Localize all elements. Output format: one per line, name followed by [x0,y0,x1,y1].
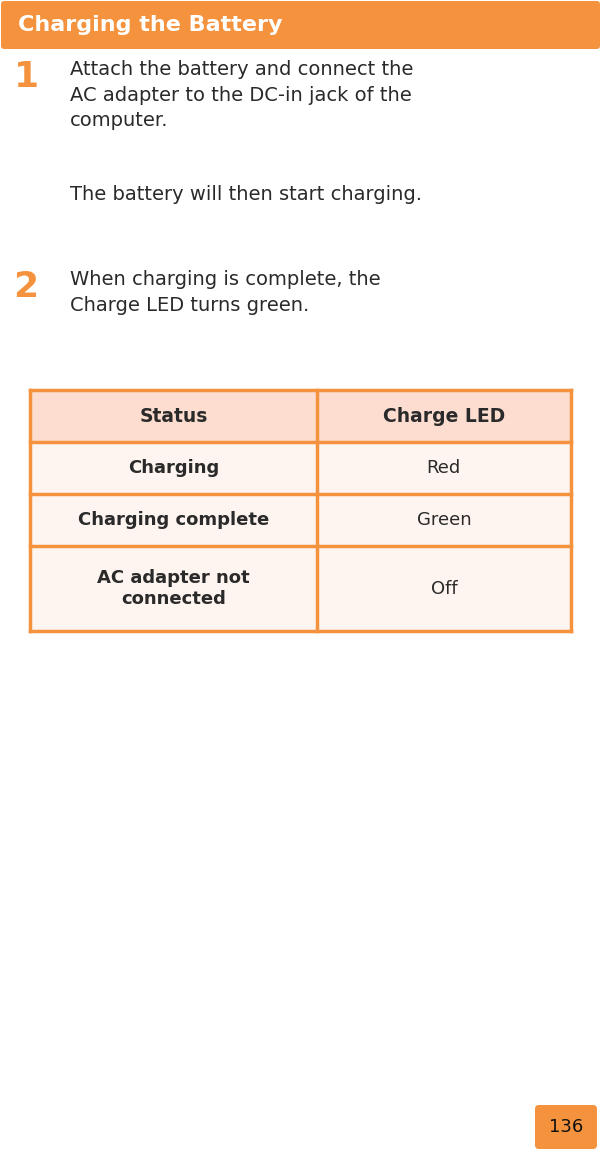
Text: Green: Green [416,511,471,529]
Text: 136: 136 [549,1118,583,1136]
Bar [30,442,317,493]
FancyBboxPatch shape [535,1105,597,1150]
Bar [30,493,317,547]
Bar [317,547,571,631]
Text: Attach the battery and connect the
AC adapter to the DC-in jack of the
computer.: Attach the battery and connect the AC ad… [70,60,413,130]
Text: 1: 1 [13,60,38,95]
Text: Off: Off [430,580,457,597]
Text: Red: Red [427,459,461,477]
Text: When charging is complete, the
Charge LED turns green.: When charging is complete, the Charge LE… [70,270,380,315]
Text: Charging: Charging [128,459,219,477]
Bar [30,547,317,631]
Text: AC adapter not
connected: AC adapter not connected [97,570,249,608]
Text: Charge LED: Charge LED [383,407,505,425]
Bar [30,390,317,442]
Bar [317,390,571,442]
Bar [317,493,571,547]
Bar [317,442,571,493]
Text: Charging the Battery: Charging the Battery [18,15,282,35]
Text: The battery will then start charging.: The battery will then start charging. [70,184,422,204]
Text: 2: 2 [13,270,38,304]
Text: Charging complete: Charging complete [78,511,269,529]
Text: Status: Status [139,407,207,425]
FancyBboxPatch shape [1,1,600,48]
